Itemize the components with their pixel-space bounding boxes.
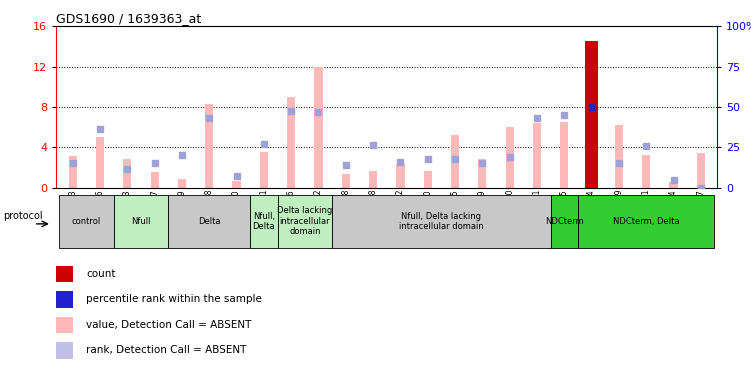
Bar	[96, 137, 104, 188]
Bar	[56, 342, 73, 358]
Text: Nfull, Delta lacking
intracellular domain: Nfull, Delta lacking intracellular domai…	[399, 211, 484, 231]
Bar	[369, 171, 377, 188]
Text: Delta: Delta	[198, 217, 221, 226]
Bar	[233, 182, 240, 188]
Bar	[424, 171, 432, 188]
Text: percentile rank within the sample: percentile rank within the sample	[86, 294, 262, 304]
Bar	[397, 164, 405, 188]
Text: Delta lacking
intracellular
domain: Delta lacking intracellular domain	[277, 206, 333, 236]
Bar	[59, 195, 113, 248]
Text: GDS1690 / 1639363_at: GDS1690 / 1639363_at	[56, 12, 201, 25]
Bar	[615, 125, 623, 188]
Bar	[451, 135, 459, 188]
Bar	[287, 97, 295, 188]
Bar	[168, 195, 250, 248]
Bar	[56, 316, 73, 333]
Text: NDCterm: NDCterm	[545, 217, 584, 226]
Text: Nfull: Nfull	[131, 217, 151, 226]
Bar	[178, 180, 186, 188]
Text: value, Detection Call = ABSENT: value, Detection Call = ABSENT	[86, 320, 252, 330]
Bar	[642, 155, 650, 188]
Bar	[205, 104, 213, 188]
Bar	[578, 195, 714, 248]
Text: Nfull,
Delta: Nfull, Delta	[252, 211, 275, 231]
Bar	[150, 172, 158, 188]
Bar	[533, 123, 541, 188]
Bar	[478, 159, 487, 188]
Bar	[315, 67, 323, 188]
Bar	[250, 195, 278, 248]
Bar	[342, 174, 350, 188]
Bar	[560, 122, 569, 188]
Text: rank, Detection Call = ABSENT: rank, Detection Call = ABSENT	[86, 345, 246, 355]
Bar	[332, 195, 550, 248]
Text: count: count	[86, 268, 116, 279]
Text: NDCterm, Delta: NDCterm, Delta	[613, 217, 680, 226]
Bar	[669, 183, 677, 188]
Bar	[550, 195, 578, 248]
Bar	[56, 266, 73, 282]
Bar	[697, 153, 705, 188]
Bar	[123, 159, 131, 188]
Bar	[56, 291, 73, 308]
Bar	[586, 41, 598, 188]
Bar	[505, 127, 514, 188]
Bar	[260, 152, 268, 188]
Bar	[68, 156, 77, 188]
Bar	[113, 195, 168, 248]
Text: protocol: protocol	[3, 211, 43, 221]
Bar	[278, 195, 332, 248]
Text: control: control	[72, 217, 101, 226]
